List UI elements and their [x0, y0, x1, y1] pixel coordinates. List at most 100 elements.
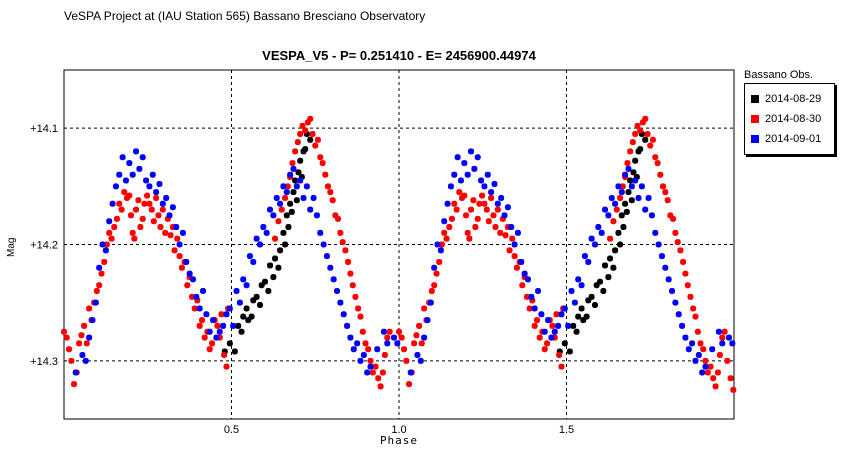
data-point [558, 363, 565, 370]
data-point [116, 171, 123, 178]
data-point [339, 239, 346, 246]
data-point [396, 328, 402, 335]
data-point [297, 177, 304, 184]
data-point [300, 194, 307, 201]
data-point [223, 311, 230, 318]
data-point [323, 253, 330, 260]
data-point [461, 160, 468, 167]
data-point [347, 334, 354, 341]
data-point [679, 322, 686, 329]
data-point [538, 311, 545, 318]
data-point [277, 247, 284, 254]
data-point [243, 305, 250, 312]
data-point [451, 171, 458, 178]
data-point [494, 206, 501, 213]
data-point [79, 352, 86, 359]
data-point [299, 122, 306, 129]
data-point [282, 194, 289, 201]
data-point [256, 301, 263, 308]
data-point [284, 183, 291, 190]
data-point [290, 189, 297, 196]
data-point [664, 197, 671, 204]
data-point [597, 278, 603, 285]
data-point [317, 229, 324, 236]
data-point [695, 352, 702, 359]
data-point [463, 212, 469, 219]
data-point [362, 340, 369, 347]
data-point [427, 299, 434, 306]
data-point [610, 218, 617, 225]
data-point [372, 363, 379, 370]
data-point [360, 352, 367, 359]
data-point [428, 288, 435, 295]
data-point [642, 136, 649, 143]
data-point [275, 264, 282, 271]
data-point [109, 200, 116, 207]
data-point [314, 136, 321, 143]
data-point [230, 322, 237, 329]
data-point [642, 206, 649, 213]
data-point [431, 264, 438, 271]
chart-title: VESPA_V5 - P= 0.251410 - E= 2456900.4497… [262, 48, 536, 63]
data-point [474, 215, 481, 222]
data-point [322, 171, 329, 178]
data-point [565, 322, 572, 329]
data-point [106, 229, 113, 236]
legend-label: 2014-08-30 [765, 113, 822, 125]
data-point [481, 200, 488, 207]
legend: 2014-08-29 2014-08-30 2014-09-01 [744, 83, 835, 155]
data-point [418, 340, 425, 347]
data-point [541, 346, 548, 353]
data-point [320, 241, 327, 248]
data-point [612, 200, 619, 207]
data-point [682, 334, 689, 341]
data-point [210, 317, 217, 324]
data-point [687, 293, 694, 300]
data-point [390, 334, 397, 341]
data-point [413, 332, 420, 339]
data-point [485, 218, 492, 225]
data-point [189, 276, 196, 283]
data-point [453, 206, 460, 213]
data-point [472, 224, 479, 231]
legend-item-2014-08-30: 2014-08-30 [751, 112, 821, 126]
data-point [491, 181, 498, 188]
data-point [193, 293, 200, 300]
data-point [632, 177, 639, 184]
data-point [619, 183, 626, 190]
data-point [464, 229, 471, 236]
data-point [364, 369, 371, 376]
data-point [677, 247, 684, 254]
data-point [163, 194, 170, 201]
data-point [591, 301, 598, 308]
data-point [710, 375, 717, 382]
data-point [313, 212, 320, 219]
data-point [531, 322, 538, 329]
data-point [89, 317, 96, 324]
data-point [421, 334, 428, 341]
data-point [82, 357, 89, 364]
data-point [578, 282, 585, 289]
data-point [246, 253, 253, 260]
data-point [292, 177, 299, 184]
data-point [484, 171, 491, 178]
data-point [111, 224, 118, 231]
data-point [583, 313, 590, 320]
data-point [454, 154, 461, 161]
data-point [513, 264, 520, 271]
data-point [672, 299, 679, 306]
data-point [672, 229, 679, 236]
data-point [514, 229, 521, 236]
data-point [702, 363, 709, 370]
data-point [381, 352, 388, 359]
data-point [359, 328, 366, 335]
data-point [377, 383, 384, 390]
data-point [443, 235, 450, 242]
data-point [273, 194, 280, 201]
data-point [438, 241, 445, 248]
data-point [184, 282, 191, 289]
data-point [307, 115, 314, 122]
data-point [721, 328, 728, 335]
data-point [573, 328, 580, 335]
data-point [200, 288, 207, 295]
